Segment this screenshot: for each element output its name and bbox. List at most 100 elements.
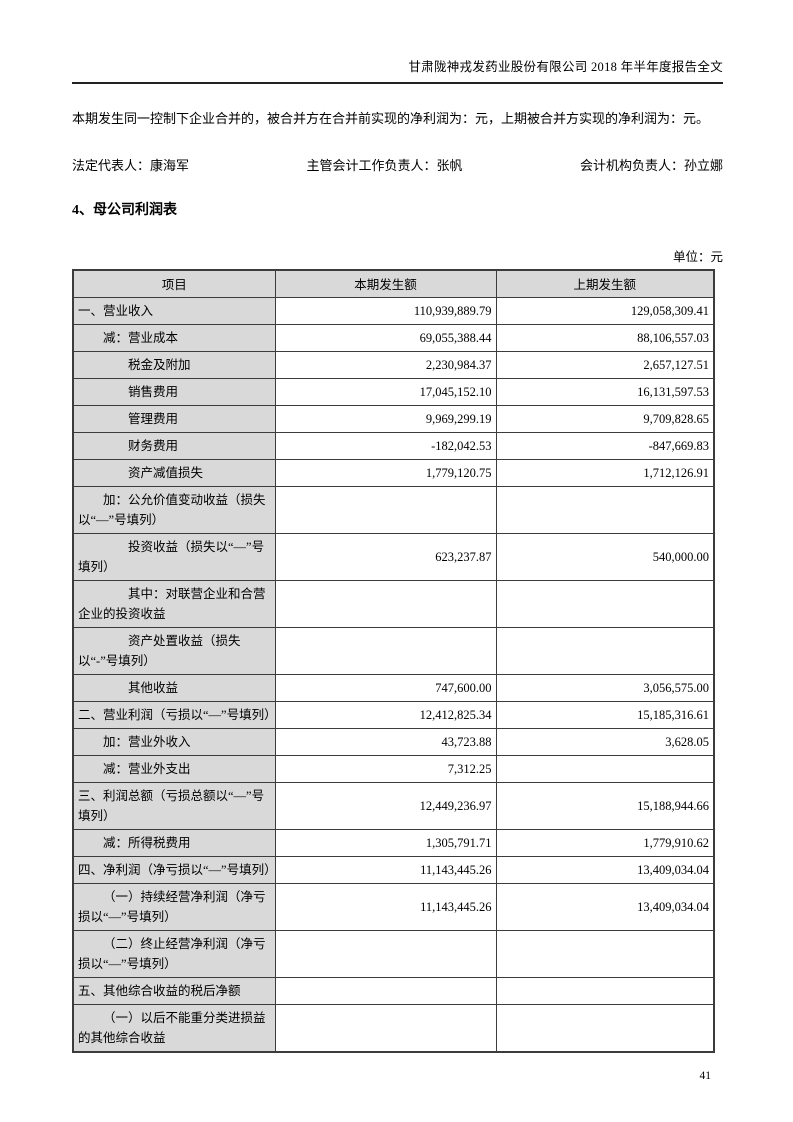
table-row: 其他收益 747,600.00 3,056,575.00 <box>72 673 715 702</box>
signature-legal-representative: 法定代表人：康海军 <box>72 158 190 173</box>
table-row: 财务费用 -182,042.53 -847,669.83 <box>72 431 715 460</box>
prior-period-value-cell <box>495 579 715 628</box>
table-row: （二）终止经营净利润（净亏损以“—”号填列） <box>72 929 715 978</box>
table-row: 加：公允价值变动收益（损失以“—”号填列） <box>72 485 715 534</box>
item-cell: 销售费用 <box>72 377 276 406</box>
current-period-value-cell: 11,143,445.26 <box>274 882 497 931</box>
prior-period-value-cell: 540,000.00 <box>495 532 715 581</box>
signature-chief-accountant: 主管会计工作负责人：张帆 <box>306 158 463 173</box>
signature-accounting-head: 会计机构负责人：孙立娜 <box>579 158 723 173</box>
table-header-item: 项目 <box>72 269 276 298</box>
table-row: 二、营业利润（亏损以“—”号填列） 12,412,825.34 15,185,316… <box>72 700 715 729</box>
prior-period-value-cell <box>495 929 715 978</box>
current-period-value-cell: 43,723.88 <box>274 727 497 756</box>
table-header-current-period: 本期发生额 <box>274 269 497 298</box>
table-row: 加：营业外收入 43,723.88 3,628.05 <box>72 727 715 756</box>
table-row: 销售费用 17,045,152.10 16,131,597.53 <box>72 377 715 406</box>
current-period-value-cell: -182,042.53 <box>274 431 497 460</box>
current-period-value-cell: 11,143,445.26 <box>274 855 497 884</box>
table-row: 三、利润总额（亏损总额以“—”号填列） 12,449,236.97 15,188,9… <box>72 781 715 830</box>
item-cell: 加：营业外收入 <box>72 727 276 756</box>
item-cell: 一、营业收入 <box>72 296 276 325</box>
current-period-value-cell: 7,312.25 <box>274 754 497 783</box>
table-row: （一）持续经营净利润（净亏损以“—”号填列） 11,143,445.26 13,40… <box>72 882 715 931</box>
item-cell: 二、营业利润（亏损以“—”号填列） <box>72 700 276 729</box>
item-cell: （一）持续经营净利润（净亏损以“—”号填列） <box>72 882 276 931</box>
current-period-value-cell <box>274 485 497 534</box>
table-row: 五、其他综合收益的税后净额 <box>72 976 715 1005</box>
unit-label: 单位：元 <box>672 250 723 264</box>
current-period-value-cell <box>274 929 497 978</box>
prior-period-value-cell <box>495 626 715 675</box>
table-header-row: 项目 本期发生额 上期发生额 <box>72 269 715 298</box>
item-cell: 财务费用 <box>72 431 276 460</box>
item-cell: 其中：对联营企业和合营企业的投资收益 <box>72 579 276 628</box>
item-cell: 减：营业成本 <box>72 323 276 352</box>
table-row: 减：所得税费用 1,305,791.71 1,779,910.62 <box>72 828 715 857</box>
prior-period-value-cell <box>495 754 715 783</box>
current-period-value-cell: 1,779,120.75 <box>274 458 497 487</box>
table-row: 四、净利润（净亏损以“—”号填列） 11,143,445.26 13,409,034… <box>72 855 715 884</box>
table-row: 其中：对联营企业和合营企业的投资收益 <box>72 579 715 628</box>
table-row: 减：营业外支出 7,312.25 <box>72 754 715 783</box>
prior-period-value-cell: -847,669.83 <box>495 431 715 460</box>
prior-period-value-cell: 3,056,575.00 <box>495 673 715 702</box>
page-number: 41 <box>699 1069 712 1082</box>
current-period-value-cell: 1,305,791.71 <box>274 828 497 857</box>
current-period-value-cell: 747,600.00 <box>274 673 497 702</box>
item-cell: 其他收益 <box>72 673 276 702</box>
prior-period-value-cell: 15,188,944.66 <box>495 781 715 830</box>
prior-period-value-cell: 15,185,316.61 <box>495 700 715 729</box>
current-period-value-cell: 623,237.87 <box>274 532 497 581</box>
prior-period-value-cell: 2,657,127.51 <box>495 350 715 379</box>
item-cell: 资产处置收益（损失以“-”号填列） <box>72 626 276 675</box>
section-title: 4、母公司利润表 <box>72 203 177 218</box>
current-period-value-cell: 9,969,299.19 <box>274 404 497 433</box>
table-header-prior-period: 上期发生额 <box>495 269 715 298</box>
item-cell: （一）以后不能重分类进损益的其他综合收益 <box>72 1003 276 1052</box>
table-row: 资产处置收益（损失以“-”号填列） <box>72 626 715 675</box>
item-cell: 五、其他综合收益的税后净额 <box>72 976 276 1005</box>
table-row: 税金及附加 2,230,984.37 2,657,127.51 <box>72 350 715 379</box>
current-period-value-cell <box>274 579 497 628</box>
current-period-value-cell: 110,939,889.79 <box>274 296 497 325</box>
current-period-value-cell <box>274 626 497 675</box>
prior-period-value-cell: 1,779,910.62 <box>495 828 715 857</box>
item-cell: 管理费用 <box>72 404 276 433</box>
current-period-value-cell <box>274 1003 497 1052</box>
prior-period-value-cell: 1,712,126.91 <box>495 458 715 487</box>
report-header-title: 甘肃陇神戎发药业股份有限公司 2018 年半年度报告全文 <box>72 56 723 84</box>
prior-period-value-cell: 9,709,828.65 <box>495 404 715 433</box>
table-row: 一、营业收入 110,939,889.79 129,058,309.41 <box>72 296 715 325</box>
current-period-value-cell: 12,412,825.34 <box>274 700 497 729</box>
income-statement-table: 项目 本期发生额 上期发生额 一、营业收入 110,939,889.79 129,0… <box>72 269 715 1053</box>
item-cell: 减：所得税费用 <box>72 828 276 857</box>
signature-line: 法定代表人：康海军 主管会计工作负责人：张帆 会计机构负责人：孙立娜 <box>72 155 723 174</box>
prior-period-value-cell <box>495 1003 715 1052</box>
current-period-value-cell: 2,230,984.37 <box>274 350 497 379</box>
prior-period-value-cell: 13,409,034.04 <box>495 855 715 884</box>
current-period-value-cell: 17,045,152.10 <box>274 377 497 406</box>
prior-period-value-cell: 88,106,557.03 <box>495 323 715 352</box>
table-row: 资产减值损失 1,779,120.75 1,712,126.91 <box>72 458 715 487</box>
current-period-value-cell: 12,449,236.97 <box>274 781 497 830</box>
prior-period-value-cell: 129,058,309.41 <box>495 296 715 325</box>
prior-period-value-cell <box>495 976 715 1005</box>
table-row: 管理费用 9,969,299.19 9,709,828.65 <box>72 404 715 433</box>
table-row: （一）以后不能重分类进损益的其他综合收益 <box>72 1003 715 1052</box>
item-cell: 减：营业外支出 <box>72 754 276 783</box>
prior-period-value-cell: 3,628.05 <box>495 727 715 756</box>
current-period-value-cell <box>274 976 497 1005</box>
item-cell: 加：公允价值变动收益（损失以“—”号填列） <box>72 485 276 534</box>
item-cell: 资产减值损失 <box>72 458 276 487</box>
item-cell: （二）终止经营净利润（净亏损以“—”号填列） <box>72 929 276 978</box>
intro-paragraph: 本期发生同一控制下企业合并的，被合并方在合并前实现的净利润为：元，上期被合并方实… <box>72 111 710 126</box>
prior-period-value-cell: 16,131,597.53 <box>495 377 715 406</box>
table-row: 投资收益（损失以“—”号填列） 623,237.87 540,000.00 <box>72 532 715 581</box>
table-row: 减：营业成本 69,055,388.44 88,106,557.03 <box>72 323 715 352</box>
item-cell: 四、净利润（净亏损以“—”号填列） <box>72 855 276 884</box>
item-cell: 三、利润总额（亏损总额以“—”号填列） <box>72 781 276 830</box>
current-period-value-cell: 69,055,388.44 <box>274 323 497 352</box>
item-cell: 税金及附加 <box>72 350 276 379</box>
